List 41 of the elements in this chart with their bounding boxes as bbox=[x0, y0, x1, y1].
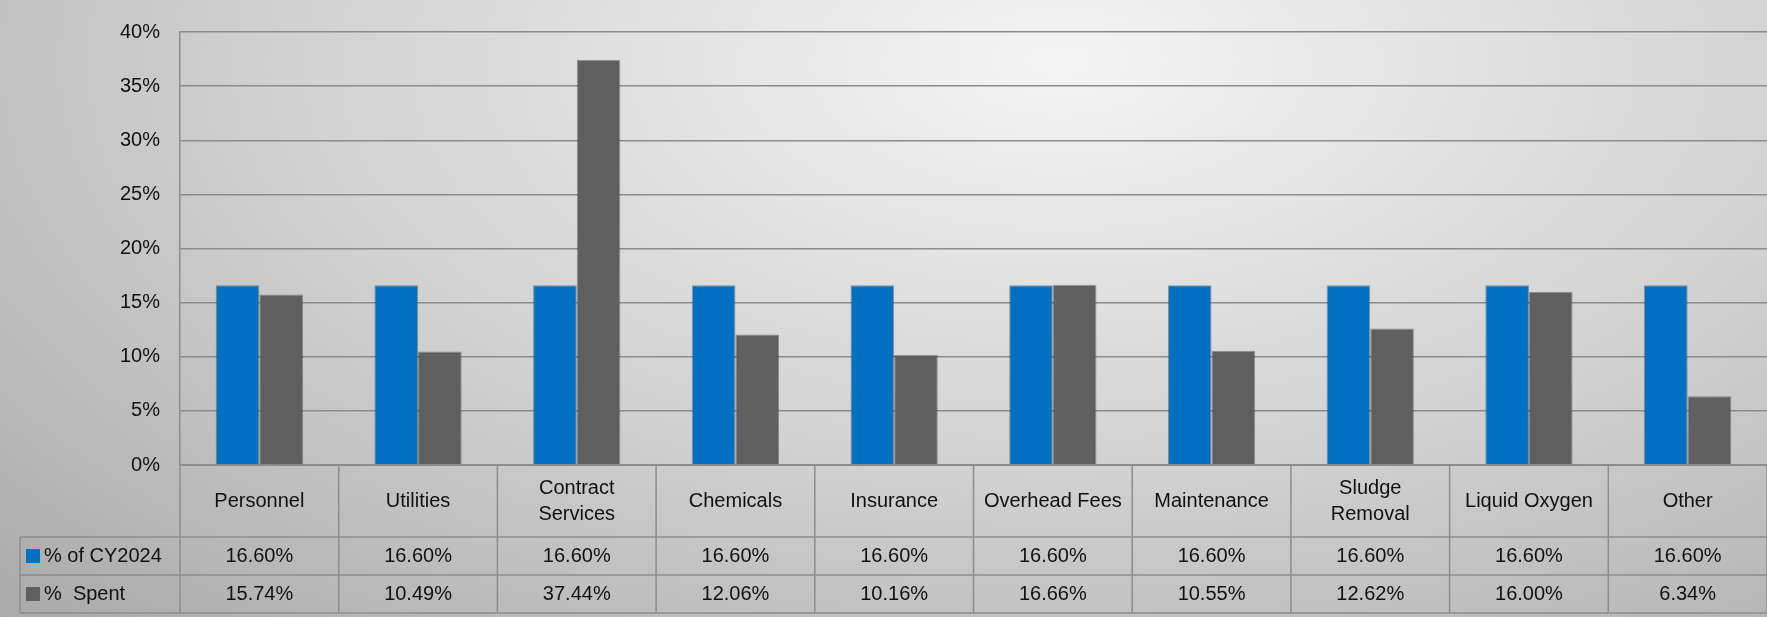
y-tick-label: 15% bbox=[119, 290, 161, 313]
data-label: 16.00% bbox=[1495, 581, 1564, 604]
data-label: 16.60% bbox=[860, 543, 929, 566]
x-tick-label: Chemicals bbox=[688, 488, 783, 511]
data-label: 15.74% bbox=[225, 581, 294, 604]
x-tick-label: Sludge Removal bbox=[1330, 475, 1410, 524]
data-label: 12.06% bbox=[701, 581, 770, 604]
x-tick-label: Utilities bbox=[385, 488, 451, 511]
x-tick-label: Other bbox=[1662, 488, 1713, 511]
data-label: 16.60% bbox=[1018, 543, 1087, 566]
data-label: 16.60% bbox=[1495, 543, 1564, 566]
data-label: 16.60% bbox=[1336, 543, 1405, 566]
y-tick-label: 30% bbox=[119, 127, 161, 150]
data-label: 16.60% bbox=[701, 543, 770, 566]
data-label: 16.66% bbox=[1018, 581, 1087, 604]
data-label: 10.55% bbox=[1177, 581, 1246, 604]
data-label: 16.60% bbox=[384, 543, 453, 566]
legend-label: % Spent bbox=[44, 581, 126, 604]
data-label: 12.62% bbox=[1336, 581, 1405, 604]
data-label: 10.49% bbox=[384, 581, 453, 604]
y-tick-label: 25% bbox=[119, 181, 161, 204]
data-label: 16.60% bbox=[1653, 543, 1722, 566]
y-tick-label: 5% bbox=[131, 398, 161, 421]
y-tick-label: 40% bbox=[119, 19, 161, 42]
x-tick-label: Overhead Fees bbox=[983, 488, 1122, 511]
data-label: 16.60% bbox=[225, 543, 294, 566]
data-label: 37.44% bbox=[542, 581, 611, 604]
x-tick-label: Insurance bbox=[850, 488, 939, 511]
x-tick-label: Liquid Oxygen bbox=[1465, 488, 1593, 511]
data-label: 16.60% bbox=[542, 543, 611, 566]
y-tick-label: 10% bbox=[119, 344, 161, 367]
y-tick-label: 0% bbox=[131, 452, 161, 475]
x-tick-label: Maintenance bbox=[1154, 488, 1269, 511]
data-label: 6.34% bbox=[1659, 581, 1717, 604]
data-label: 16.60% bbox=[1177, 543, 1246, 566]
legend-label: % of CY2024 bbox=[44, 543, 162, 566]
x-tick-label: Contract Services bbox=[538, 475, 616, 524]
y-tick-label: 20% bbox=[119, 236, 161, 259]
y-tick-label: 35% bbox=[119, 73, 161, 96]
x-tick-label: Personnel bbox=[214, 488, 305, 511]
data-label: 10.16% bbox=[860, 581, 929, 604]
